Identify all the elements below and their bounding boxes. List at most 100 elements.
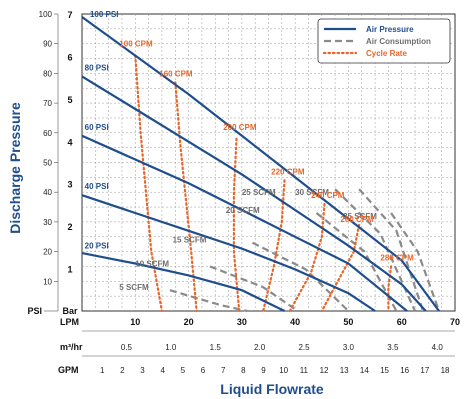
curve-40-psi — [81, 194, 376, 312]
y-tick-psi: 80 — [43, 69, 52, 78]
x-tick-gpm: 7 — [221, 366, 226, 375]
curve-100-psi — [81, 16, 440, 312]
curve-280-cpm — [387, 265, 393, 313]
x-tick-m3hr: 0.5 — [121, 343, 133, 352]
x-tick-gpm: 6 — [201, 366, 206, 375]
y-tick-bar: 5 — [67, 95, 72, 105]
y-tick-psi: 40 — [43, 188, 52, 197]
x-tick-gpm: 4 — [160, 366, 165, 375]
x-tick-gpm: 3 — [140, 366, 145, 375]
x-tick-lpm: 60 — [397, 317, 407, 327]
x-tick-lpm: 30 — [237, 317, 247, 327]
x-tick-gpm: 16 — [400, 366, 409, 375]
x-axis-gpm-label: GPM — [58, 365, 79, 375]
curve-label: 80 PSI — [85, 63, 109, 72]
x-tick-lpm: 20 — [184, 317, 194, 327]
y-tick-bar: 1 — [67, 265, 72, 275]
y-tick-bar: 4 — [67, 137, 72, 147]
curve-100-cpm — [134, 54, 163, 313]
x-tick-gpm: 14 — [360, 366, 369, 375]
legend-label: Air Consumption — [366, 37, 431, 46]
x-tick-m3hr: 3.5 — [387, 343, 399, 352]
curve-label: 15 SCFM — [173, 236, 207, 245]
y-tick-psi: 70 — [43, 99, 52, 108]
x-tick-m3hr: 2.0 — [254, 343, 266, 352]
x-tick-gpm: 18 — [441, 366, 450, 375]
curve-label: 200 CPM — [223, 123, 257, 132]
curve-label: 40 PSI — [85, 182, 109, 191]
y-tick-psi: 30 — [43, 218, 52, 227]
x-tick-m3hr: 4.0 — [432, 343, 444, 352]
curve-20-scfm — [315, 212, 398, 312]
x-tick-gpm: 2 — [120, 366, 125, 375]
x-axis-m3hr-label: m³/hr — [60, 342, 83, 352]
curve-160-cpm — [174, 81, 198, 313]
y-axis-title: Discharge Pressure — [7, 102, 23, 234]
curve-60-psi — [81, 134, 408, 312]
curve-label: 5 SCFM — [119, 283, 149, 292]
x-axis-lpm-label: LPM — [60, 317, 79, 327]
curve-15-scfm — [252, 241, 350, 312]
curves-layer — [81, 16, 441, 313]
curve-label: 100 PSI — [90, 10, 118, 19]
x-tick-gpm: 11 — [300, 366, 309, 375]
y-tick-bar: 2 — [67, 222, 72, 232]
x-tick-gpm: 9 — [261, 366, 266, 375]
x-tick-gpm: 10 — [279, 366, 288, 375]
legend-label: Cycle Rate — [366, 49, 407, 58]
y-tick-psi: 60 — [43, 129, 52, 138]
curve-label: 20 SCFM — [226, 206, 260, 215]
curve-20-psi — [81, 252, 285, 312]
x-tick-m3hr: 3.0 — [343, 343, 355, 352]
curve-labels-layer: 100 PSI 80 PSI 60 PSI 40 PSI 20 PSI 5 SCFM 10 … — [85, 10, 414, 292]
curve-30-scfm — [358, 188, 425, 312]
x-tick-gpm: 17 — [420, 366, 429, 375]
x-tick-gpm: 5 — [181, 366, 186, 375]
x-tick-lpm: 10 — [130, 317, 140, 327]
curve-80-psi — [81, 75, 427, 312]
y-tick-psi: 20 — [43, 248, 52, 257]
y-tick-bar: 7 — [67, 10, 72, 20]
curve-10-scfm — [209, 265, 299, 312]
curve-label: 10 SCFM — [135, 259, 169, 268]
x-tick-m3hr: 1.5 — [210, 343, 222, 352]
y-tick-bar: 3 — [67, 180, 72, 190]
y-tick-psi: 90 — [43, 40, 52, 49]
curve-label: 160 CPM — [159, 69, 193, 78]
curve-label: 280 CPM — [380, 254, 414, 263]
curve-label: 100 CPM — [119, 40, 153, 49]
curve-220-cpm — [262, 179, 286, 313]
curve-label: 260 CPM — [340, 215, 374, 224]
x-tick-gpm: 1 — [100, 366, 105, 375]
curve-200-cpm — [232, 137, 241, 313]
y-tick-psi: 50 — [43, 159, 52, 168]
y-axis-psi-label: PSI — [27, 306, 42, 316]
curve-240-cpm — [288, 203, 326, 313]
curve-label: 240 CPM — [311, 191, 345, 200]
curve-35-scfm — [390, 212, 441, 312]
x-axis-title: Liquid Flowrate — [220, 381, 324, 397]
y-axis-bar-label: Bar — [62, 306, 78, 316]
curve-label: 20 PSI — [85, 242, 109, 251]
y-tick-psi: 10 — [43, 277, 52, 286]
curve-label: 35 SCFM — [343, 212, 377, 221]
x-tick-gpm: 13 — [340, 366, 349, 375]
x-tick-lpm: 50 — [343, 317, 353, 327]
y-tick-bar: 6 — [67, 52, 72, 62]
y-tick-psi: 100 — [39, 10, 53, 19]
x-tick-m3hr: 2.5 — [298, 343, 310, 352]
curve-label: 25 SCFM — [242, 188, 276, 197]
curve-label: 30 SCFM — [295, 188, 329, 197]
x-tick-gpm: 12 — [320, 366, 329, 375]
legend-label: Air Pressure — [366, 25, 414, 34]
curve-label: 220 CPM — [271, 167, 305, 176]
x-tick-gpm: 15 — [380, 366, 389, 375]
curve-260-cpm — [320, 223, 361, 313]
x-tick-m3hr: 1.0 — [165, 343, 177, 352]
x-tick-gpm: 8 — [241, 366, 246, 375]
curve-label: 60 PSI — [85, 123, 109, 132]
legend: Air Pressure Air Consumption Cycle Rate — [317, 18, 451, 64]
